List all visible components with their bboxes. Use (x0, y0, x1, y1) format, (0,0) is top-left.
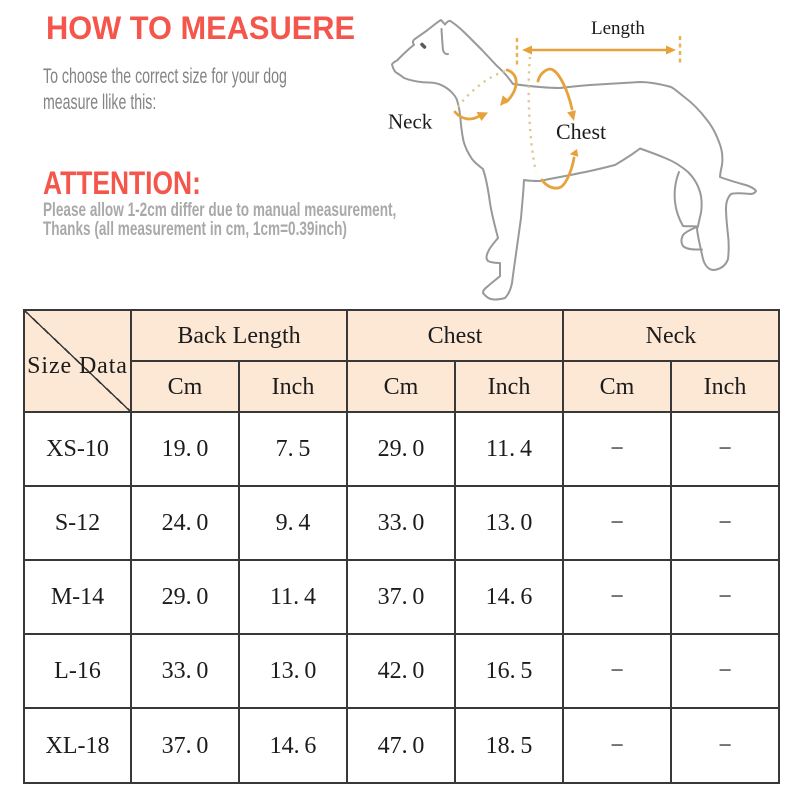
svg-text:Chest: Chest (556, 119, 606, 144)
svg-text:Neck: Neck (388, 110, 433, 134)
svg-text:Length: Length (591, 18, 645, 39)
